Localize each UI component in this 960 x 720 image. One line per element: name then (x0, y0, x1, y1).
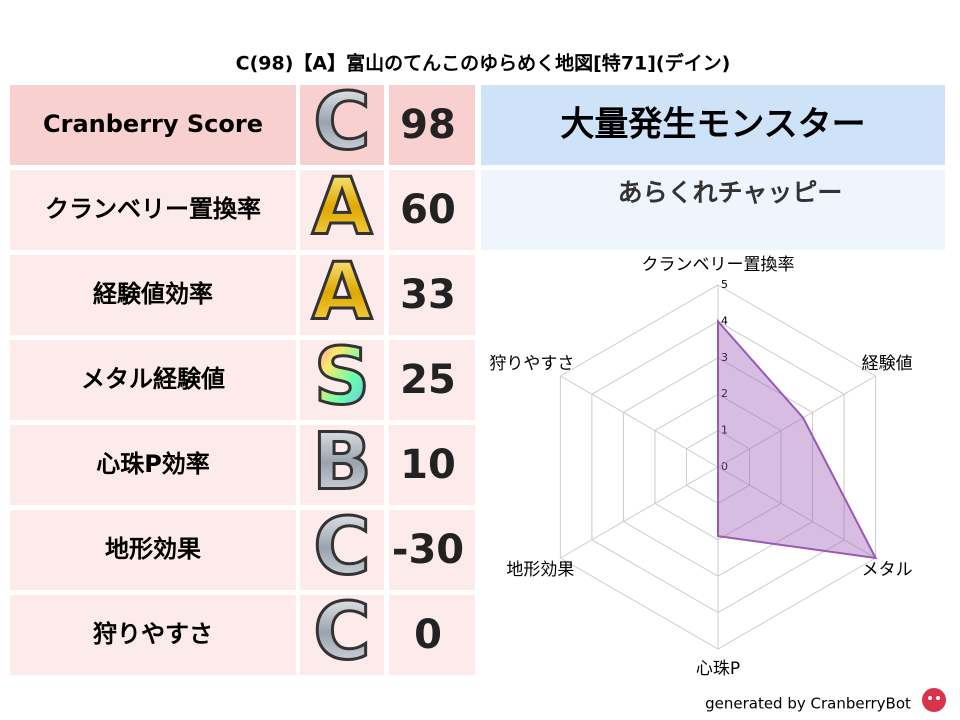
spoke (560, 375, 719, 468)
radar-area (717, 318, 878, 560)
r-tick-label: 0 (721, 460, 728, 473)
name-box (481, 170, 945, 250)
axis-label: 地形効果 (506, 560, 574, 580)
grade: B (312, 417, 371, 507)
axis-label: 経験値 (862, 354, 913, 374)
label-cell (10, 595, 296, 675)
grade: S (314, 332, 370, 422)
row-label: 地形効果 (105, 535, 201, 563)
label-cell (10, 340, 296, 420)
spoke (560, 466, 719, 559)
grade-cell (300, 170, 384, 250)
row-label: Cranberry Score (43, 110, 263, 138)
row-label: 狩りやすさ (93, 620, 213, 648)
grade-cell (300, 595, 384, 675)
score: 0 (414, 612, 442, 658)
label-cell (10, 510, 296, 590)
label-cell (10, 425, 296, 505)
header-box (481, 85, 945, 165)
grade-cell (300, 85, 384, 165)
label-cell (10, 255, 296, 335)
grade-cell (300, 340, 384, 420)
monster-header: 大量発生モンスター (560, 105, 865, 145)
grade-cell (300, 510, 384, 590)
score-cell (389, 170, 475, 250)
grade: A (312, 162, 372, 252)
bot-eye (936, 696, 940, 700)
r-tick-label: 2 (721, 387, 728, 400)
bot-eye (928, 696, 932, 700)
bot-icon (922, 688, 946, 712)
spoke (717, 466, 876, 559)
axis-label: 心珠P (696, 659, 740, 679)
grade: C (313, 587, 370, 677)
footer: generated by CranberryBot (705, 695, 911, 713)
score-cell (389, 85, 475, 165)
r-tick-label: 3 (721, 351, 728, 364)
label-cell (10, 170, 296, 250)
label-cell (10, 85, 296, 165)
row-label: メタル経験値 (81, 365, 225, 393)
r-tick-label: 4 (721, 314, 728, 327)
grade-cell (300, 255, 384, 335)
score-cell (389, 340, 475, 420)
axis-label: 狩りやすさ (489, 354, 574, 374)
score: 25 (400, 357, 456, 403)
score: 98 (400, 102, 456, 148)
r-tick-label: 5 (721, 278, 728, 291)
spoke (717, 375, 876, 468)
score: 60 (400, 187, 456, 233)
score-cell (389, 595, 475, 675)
score-cell (389, 425, 475, 505)
score-cell (389, 510, 475, 590)
grade: C (313, 502, 370, 592)
score: -30 (392, 527, 464, 573)
title: C(98)【A】富山のてんこのゆらめく地図[特71](デイン) (236, 52, 731, 75)
score-cell (389, 255, 475, 335)
row-label: 心珠P効率 (96, 450, 210, 478)
grade-cell (300, 425, 384, 505)
grade: A (312, 247, 372, 337)
row-label: クランベリー置換率 (45, 195, 261, 223)
row-label: 経験値効率 (93, 280, 213, 308)
grade: C (313, 77, 370, 167)
monster-name: あらくれチャッピー (618, 178, 843, 207)
score: 33 (400, 272, 456, 318)
axis-label: メタル (862, 560, 913, 580)
score: 10 (400, 442, 456, 488)
axis-label: クランベリー置換率 (642, 255, 795, 275)
r-tick-label: 1 (721, 424, 728, 437)
